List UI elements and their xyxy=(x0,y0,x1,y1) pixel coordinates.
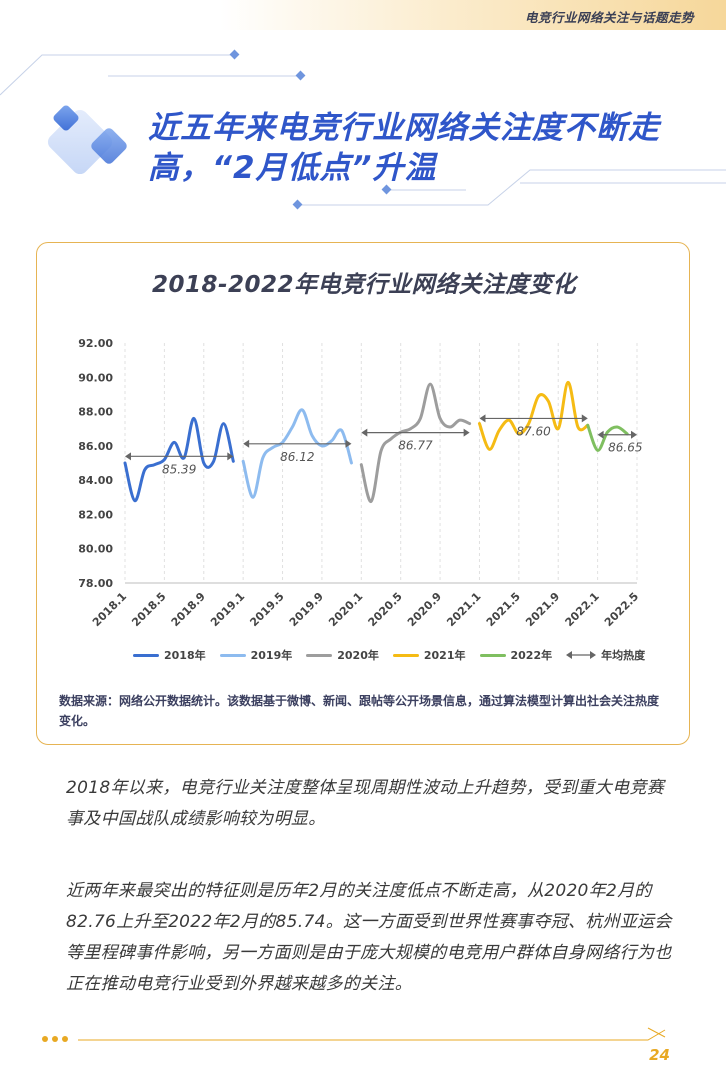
y-tick-label: 84.00 xyxy=(78,474,113,487)
body-paragraph-1: 2018年以来，电竞行业关注度整体呈现周期性波动上升趋势，受到重大电竞赛事及中国… xyxy=(66,778,665,829)
average-label: 85.39 xyxy=(162,462,196,476)
chart-title: 2018-2022年电竞行业网络关注度变化 xyxy=(151,272,577,298)
legend-swatch xyxy=(219,653,246,657)
series-line-2018年 xyxy=(123,416,235,503)
decorative-lines xyxy=(0,49,726,210)
line-chart: 2018.1 2018.5 2018.9 2019.1 2019.5 2019.9 2020… xyxy=(78,337,642,629)
legend-swatch xyxy=(479,653,506,657)
y-tick-label: 80.00 xyxy=(78,543,113,556)
x-tick-label: 2021.5 xyxy=(484,590,523,629)
section-title: 电竞行业网络关注与话题走势 xyxy=(524,10,694,25)
x-tick-label: 2022.5 xyxy=(602,590,641,629)
chart-legend: 2018年 2019年 2020年 2021年 2022年 年均热度 xyxy=(133,646,653,664)
series-line-2022年 xyxy=(586,423,629,452)
average-arrow-left xyxy=(479,414,486,423)
x-tick-label: 2020.1 xyxy=(326,590,365,629)
x-tick-label: 2021.1 xyxy=(444,590,483,629)
legend-swatch xyxy=(133,653,159,657)
average-arrow-right xyxy=(227,452,234,461)
x-tick-label: 2021.9 xyxy=(523,590,562,629)
x-tick-label: 2019.9 xyxy=(287,590,326,629)
average-label: 87.60 xyxy=(516,424,551,438)
legend-swatch xyxy=(306,653,333,657)
x-tick-label: 2019.5 xyxy=(247,590,286,629)
average-arrow-right xyxy=(631,430,637,439)
x-tick-label: 2018.1 xyxy=(90,590,129,629)
chart-card: 2018-2022年电竞行业网络关注度变化 2018.1 2018.5 2018.9… xyxy=(36,242,690,745)
y-tick-label: 78.00 xyxy=(78,577,113,590)
legend-label: 2020年 xyxy=(337,649,379,662)
page-number: 24 xyxy=(649,1046,670,1064)
legend-label: 年均热度 xyxy=(601,649,646,662)
legend-item: 2021年 xyxy=(392,647,466,663)
legend-swatch xyxy=(392,653,419,657)
footer-divider xyxy=(78,1027,666,1041)
series-line-2021年 xyxy=(477,380,590,451)
footer-dots xyxy=(42,1036,68,1042)
legend-item: 2019年 xyxy=(219,647,293,663)
legend-item-average: 年均热度 xyxy=(566,647,645,663)
y-tick-label: 88.00 xyxy=(78,406,113,419)
y-tick-label: 86.00 xyxy=(78,440,113,453)
legend-label: 2021年 xyxy=(423,649,466,662)
chart-data-source-note: 数据来源：网络公开数据统计。该数据基于微博、新闻、跟帖等公开场景信息，通过算法模… xyxy=(59,694,660,728)
legend-label: 2018年 xyxy=(164,649,206,662)
average-arrow-right xyxy=(463,428,470,437)
double-arrow-icon xyxy=(566,651,597,659)
average-label: 86.65 xyxy=(608,441,642,455)
y-tick-label: 92.00 xyxy=(78,337,113,350)
x-tick-label: 2020.9 xyxy=(405,590,444,629)
average-arrow-left xyxy=(361,428,368,437)
average-arrow-right xyxy=(345,439,352,448)
x-tick-label: 2018.5 xyxy=(129,590,168,629)
series-line-2020年 xyxy=(359,382,472,503)
legend-label: 2022年 xyxy=(510,649,553,662)
x-tick-label: 2019.1 xyxy=(208,590,247,629)
average-label: 86.12 xyxy=(280,450,314,464)
legend-item: 2022年 xyxy=(479,647,553,663)
y-tick-label: 82.00 xyxy=(78,508,113,521)
page-title: 近五年来电竞行业网络关注度不断走 高，“2月低点”升温 xyxy=(148,108,688,188)
average-label: 86.77 xyxy=(398,439,433,453)
diamond-logo-icon xyxy=(47,105,127,175)
legend-label: 2019年 xyxy=(250,649,293,662)
x-tick-label: 2020.5 xyxy=(366,590,405,629)
x-tick-label: 2022.1 xyxy=(563,590,602,629)
average-arrow-left xyxy=(597,430,604,439)
x-tick-label: 2018.9 xyxy=(169,590,208,629)
series-line-2019年 xyxy=(241,408,353,499)
header-band xyxy=(220,0,726,30)
y-tick-label: 90.00 xyxy=(78,371,113,384)
page-title-line-1: 近五年来电竞行业网络关注度不断走 xyxy=(148,110,660,146)
average-arrow-right xyxy=(581,414,588,423)
legend-item: 2020年 xyxy=(306,647,379,663)
average-arrow-left xyxy=(243,439,250,448)
page-title-line-2: 高，“2月低点”升温 xyxy=(148,150,437,186)
body-paragraph-2: 近两年来最突出的特征则是历年2月的关注度低点不断走高，从2020年2月的82.7… xyxy=(66,881,672,994)
legend-item: 2018年 xyxy=(133,647,206,663)
average-arrow-left xyxy=(125,452,131,461)
